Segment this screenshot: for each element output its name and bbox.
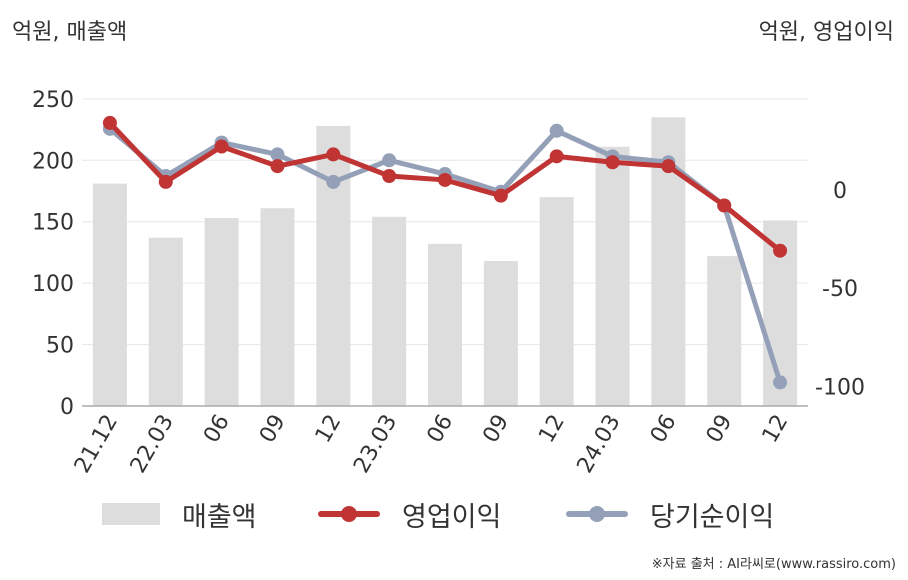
data-point: [382, 153, 397, 168]
bar: [148, 237, 183, 406]
data-point: [773, 243, 788, 258]
x-tick-label: 23.03: [349, 411, 402, 478]
bar: [260, 208, 295, 406]
right-tick-label: 0: [833, 179, 847, 204]
data-point: [326, 147, 341, 162]
x-tick-label: 06: [199, 411, 235, 448]
left-axis-unit: 억원, 매출액: [12, 20, 128, 45]
x-tick-label: 24.03: [573, 411, 626, 478]
bar: [595, 146, 630, 406]
bar: [372, 216, 407, 406]
legend-item-sales: 매출액: [102, 494, 257, 534]
legend-swatch-line-gray: [566, 503, 628, 525]
data-point: [773, 375, 788, 390]
data-point: [717, 198, 732, 213]
left-tick-label: 100: [32, 272, 74, 297]
x-tick-label: 09: [478, 411, 514, 448]
x-tick-label: 06: [423, 411, 459, 448]
x-tick-label: 22.03: [126, 411, 179, 478]
data-point: [661, 159, 676, 174]
bar: [428, 243, 462, 406]
data-point: [549, 149, 564, 164]
data-point: [549, 123, 564, 138]
bar: [316, 125, 351, 406]
data-point: [102, 115, 117, 130]
left-tick-label: 50: [46, 334, 74, 359]
x-tick-label: 12: [311, 411, 347, 448]
bar: [483, 261, 518, 406]
left-tick-label: 250: [32, 88, 74, 113]
right-tick-label: -100: [815, 375, 865, 400]
data-point: [382, 169, 397, 184]
data-point: [270, 147, 285, 162]
line-series-영업이익: [102, 115, 788, 258]
right-axis-unit: 억원, 영업이익: [758, 20, 894, 45]
bar: [539, 197, 574, 406]
left-tick-label: 200: [32, 149, 74, 174]
legend: 매출액 영업이익 당기순이익: [0, 494, 908, 534]
legend-label: 매출액: [182, 501, 257, 533]
line-series: [102, 115, 788, 390]
data-point: [270, 159, 285, 174]
left-tick-label: 0: [60, 395, 74, 420]
right-tick-label: -50: [822, 277, 858, 302]
bar: [707, 256, 742, 406]
x-tick-label: 09: [255, 411, 291, 448]
legend-label: 당기순이익: [650, 501, 775, 533]
x-tick-label: 21.12: [70, 411, 123, 478]
source-note: ※자료 출처 : AI라씨로(www.rassiro.com): [651, 557, 896, 572]
legend-swatch-bar: [102, 503, 160, 525]
data-point: [214, 139, 229, 154]
legend-item-net-income: 당기순이익: [566, 494, 774, 534]
left-tick-label: 150: [32, 211, 74, 236]
data-point: [438, 172, 452, 187]
bar-series-매출액: [92, 117, 798, 407]
data-point: [326, 174, 341, 189]
legend-item-operating-profit: 영업이익: [318, 494, 501, 534]
x-tick-label: 12: [758, 411, 794, 448]
data-point: [158, 174, 173, 189]
x-tick-label: 06: [646, 411, 682, 448]
legend-label: 영업이익: [402, 501, 502, 533]
data-point: [605, 155, 620, 170]
legend-swatch-line-red: [318, 503, 380, 525]
x-tick-label: 12: [534, 411, 570, 448]
x-tick-label: 09: [702, 411, 738, 448]
bar: [204, 218, 239, 406]
data-point: [493, 188, 508, 203]
bar: [92, 183, 127, 406]
